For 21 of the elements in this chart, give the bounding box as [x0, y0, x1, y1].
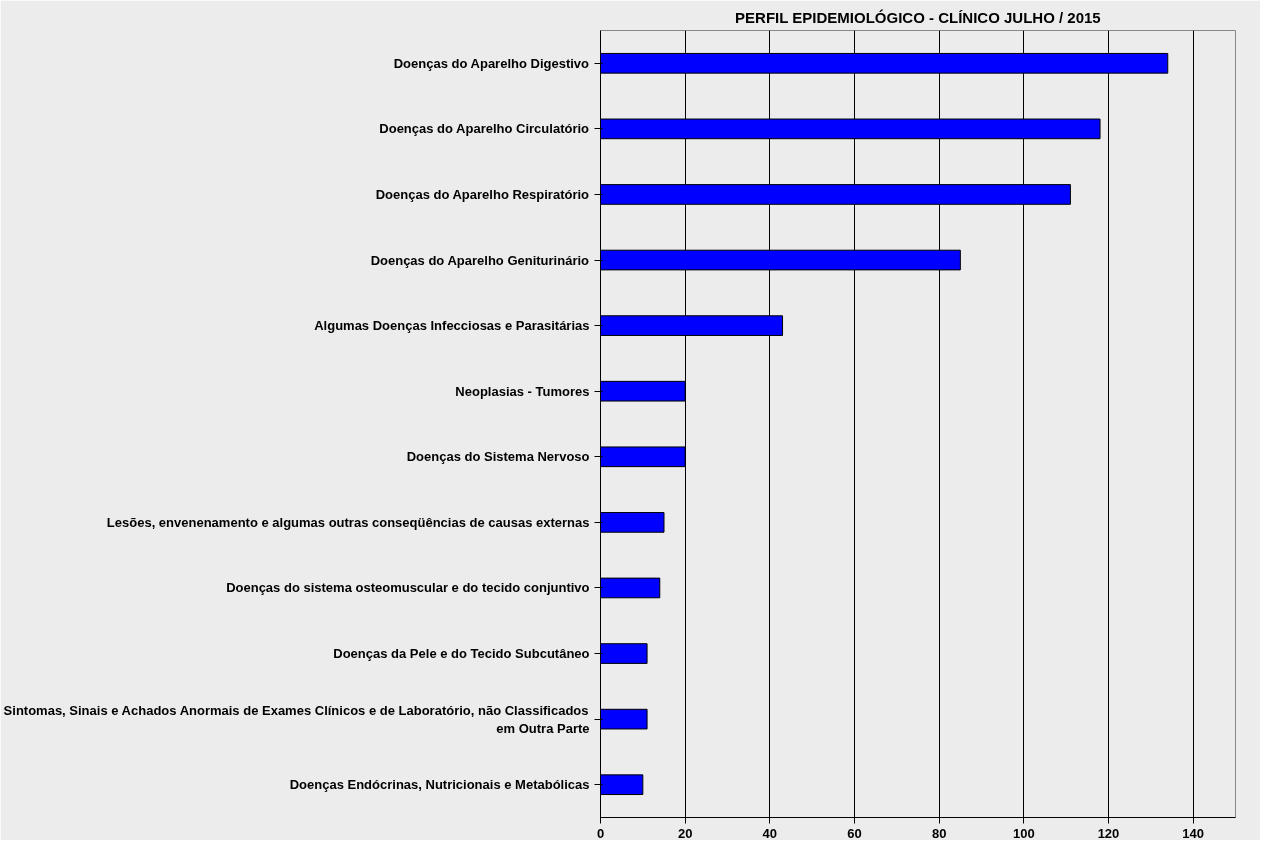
- y-tick-label: Lesões, envenenamento e algumas outras conseqüências de causas externas: [106, 514, 590, 530]
- x-tick-label: 120: [1097, 825, 1120, 841]
- x-tick-label: 40: [762, 825, 778, 841]
- chart-title: PERFIL EPIDEMIOLÓGICO - CLÍNICO JULHO / 2015: [735, 8, 1101, 26]
- y-tick-label: Neoplasias - Tumores: [455, 383, 590, 399]
- y-tick-label: Doenças do Aparelho Respiratório: [375, 186, 590, 202]
- y-tick-label: Doenças do Aparelho Geniturinário: [370, 252, 590, 268]
- y-tick-label: Algumas Doenças Infecciosas e Parasitárias: [314, 318, 590, 334]
- y-tick-label: Sintomas, Sinais e Achados Anormais de Exames Clínicos e de Laboratório, não Classificados em Outra Parte: [3, 702, 590, 736]
- y-tick-label: Doenças do Sistema Nervoso: [406, 449, 590, 465]
- x-tick-label: 60: [847, 825, 862, 841]
- y-tick-label: Doenças do sistema osteomuscular e do tecido conjuntivo: [226, 580, 590, 596]
- y-tick-label: Doenças do Aparelho Circulatório: [379, 121, 590, 137]
- x-tick-label: 0: [596, 825, 605, 841]
- y-tick-label: Doenças Endócrinas, Nutricionais e Metabólicas: [289, 777, 590, 793]
- x-tick-label: 80: [931, 825, 947, 841]
- y-tick-label: Doenças do Aparelho Digestivo: [393, 55, 590, 71]
- x-tick-label: 140: [1182, 825, 1205, 841]
- x-tick-label: 20: [677, 825, 693, 841]
- x-tick-label: 100: [1012, 825, 1035, 841]
- y-tick-label: Doenças da Pele e do Tecido Subcutâneo: [333, 646, 590, 662]
